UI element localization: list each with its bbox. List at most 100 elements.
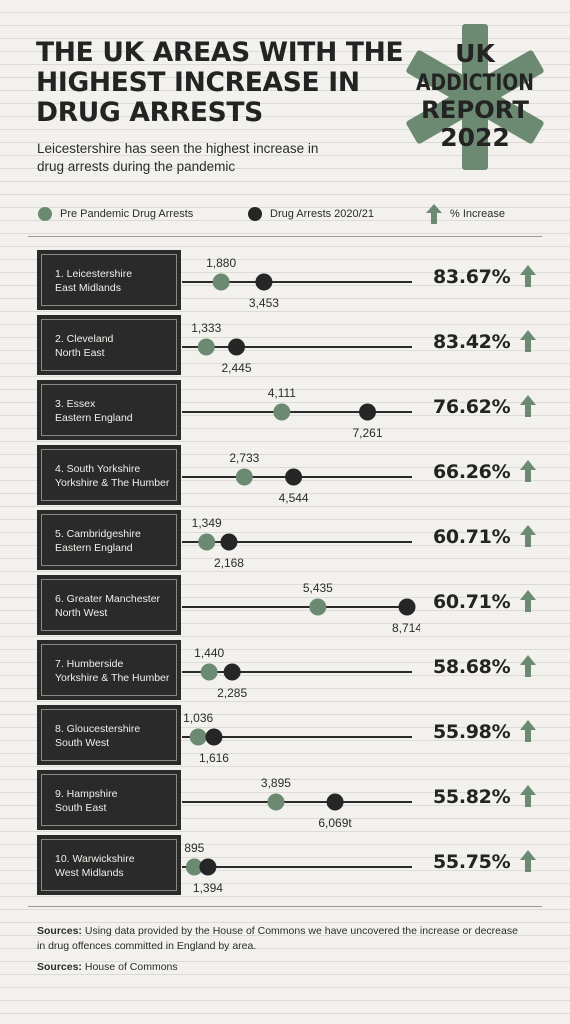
row-region-name: Yorkshire & The Humber: [55, 672, 170, 684]
row-area-name: 1. Leicestershire: [55, 268, 133, 280]
drug-arrests-2020-21-point: [326, 793, 344, 811]
chart-row: 3. Essex Eastern England 4,111 7,261 76.62%: [0, 380, 570, 440]
drug-arrests-2020-21-point: [205, 728, 223, 746]
chart-row: 1. Leicestershire East Midlands 1,880 3,453…: [0, 250, 570, 310]
pre-pandemic-point: [200, 663, 218, 681]
chart-row: 5. Cambridgeshire Eastern England 1,349 2,1…: [0, 510, 570, 570]
row-percent-increase: 55.98%: [433, 721, 511, 743]
row-label-box: 2. Cleveland North East: [37, 315, 181, 375]
pre-pandemic-point: [197, 338, 215, 356]
arrow-up-icon: [520, 720, 536, 742]
logo-line-2: ADDICTION: [416, 71, 534, 96]
pre-pandemic-point: [267, 793, 285, 811]
chart-row: 9. Hampshire South East 3,895 6,069t 55.82%: [0, 770, 570, 830]
drug-arrests-2020-21-point: [223, 663, 241, 681]
row-label-box: 4. South Yorkshire Yorkshire & The Humber: [37, 445, 181, 505]
row-dumbbell-chart: 1,880 3,453: [182, 256, 412, 310]
row-percent-increase: 58.68%: [433, 656, 511, 678]
legend-item-pre: Pre Pandemic Drug Arrests: [38, 207, 193, 221]
arrow-up-icon: [520, 785, 536, 807]
row-dumbbell-chart: 1,333 2,445: [182, 321, 412, 375]
drug-arrests-2020-21-point: [398, 598, 416, 616]
sources-note: Sources: Using data provided by the Hous…: [37, 924, 527, 954]
row-dumbbell-chart: 1,036 1,616: [182, 711, 412, 765]
row-percent-increase: 55.82%: [433, 786, 511, 808]
drug-arrests-2020-21-value-label: 8,714: [392, 621, 420, 635]
legend-pre-marker: [38, 207, 52, 221]
row-area-name: 2. Cleveland: [55, 333, 114, 345]
pre-pandemic-value-label: 5,435: [303, 581, 333, 595]
row-area-name: 6. Greater Manchester: [55, 593, 161, 605]
page-subtitle: Leicestershire has seen the highest incr…: [37, 141, 319, 174]
row-percent-increase: 55.75%: [433, 851, 511, 873]
pre-pandemic-value-label: 4,111: [268, 386, 297, 400]
medical-star-icon: [406, 24, 544, 170]
pre-pandemic-point: [309, 598, 327, 616]
row-percent-increase: 60.71%: [433, 526, 511, 548]
divider-top: [28, 236, 542, 237]
row-dumbbell-chart: 1,349 2,168: [182, 516, 412, 570]
row-percent-increase: 66.26%: [433, 461, 511, 483]
row-area-name: 5. Cambridgeshire: [55, 528, 141, 540]
arrow-up-icon: [520, 265, 536, 287]
row-label-box: 5. Cambridgeshire Eastern England: [37, 510, 181, 570]
pre-pandemic-point: [198, 533, 216, 551]
row-label: 3. Essex Eastern England: [55, 397, 133, 425]
drug-arrests-2020-21-value-label: 2,285: [217, 686, 247, 700]
row-region-name: Eastern England: [55, 542, 133, 554]
divider-bottom: [28, 906, 542, 907]
logo-line-4: 2022: [440, 123, 510, 152]
row-area-name: 7. Humberside: [55, 658, 124, 670]
row-label: 4. South Yorkshire Yorkshire & The Humber: [55, 462, 169, 490]
pre-pandemic-value-label: 1,880: [206, 256, 236, 270]
row-percent-increase: 83.67%: [433, 266, 511, 288]
drug-arrests-2020-21-point: [220, 533, 238, 551]
row-label-box: 10. Warwickshire West Midlands: [37, 835, 181, 895]
pre-pandemic-point: [273, 403, 291, 421]
legend-item-post: Drug Arrests 2020/21: [248, 207, 374, 221]
sources-credit: Sources: House of Commons: [37, 961, 178, 973]
logo-line-1: UK: [455, 39, 496, 68]
pre-pandemic-value-label: 1,333: [191, 321, 221, 335]
row-label: 8. Gloucestershire South West: [55, 722, 140, 750]
drug-arrests-2020-21-value-label: 6,069t: [318, 816, 352, 830]
drug-arrests-2020-21-value-label: 1,616: [199, 751, 229, 765]
drug-arrests-2020-21-value-label: 2,168: [214, 556, 244, 570]
drug-arrests-2020-21-value-label: 4,544: [279, 491, 309, 505]
row-percent-increase: 60.71%: [433, 591, 511, 613]
row-region-name: North East: [55, 347, 105, 359]
row-percent-increase: 76.62%: [433, 396, 511, 418]
addiction-report-logo: UK ADDICTION REPORT 2022: [406, 24, 544, 170]
row-label: 9. Hampshire South East: [55, 787, 117, 815]
chart-row: 4. South Yorkshire Yorkshire & The Humber…: [0, 445, 570, 505]
pre-pandemic-point: [235, 468, 253, 486]
sources-text: Using data provided by the House of Comm…: [37, 925, 518, 952]
chart-row: 2. Cleveland North East 1,333 2,445 83.42%: [0, 315, 570, 375]
row-area-name: 9. Hampshire: [55, 788, 118, 800]
row-label: 5. Cambridgeshire Eastern England: [55, 527, 141, 555]
chart-legend: Pre Pandemic Drug Arrests Drug Arrests 2…: [0, 204, 570, 226]
row-dumbbell-chart: 4,111 7,261: [182, 386, 412, 440]
sources-label: Sources:: [37, 925, 82, 937]
arrow-up-icon: [520, 330, 536, 352]
sources2-label: Sources:: [37, 961, 82, 973]
pre-pandemic-value-label: 1,440: [194, 646, 224, 660]
arrow-up-icon: [520, 525, 536, 547]
chart-row: 10. Warwickshire West Midlands 895 1,394 55.…: [0, 835, 570, 895]
arrow-up-icon: [520, 395, 536, 417]
row-region-name: Yorkshire & The Humber: [55, 477, 170, 489]
pre-pandemic-point: [189, 728, 207, 746]
arrow-up-icon: [520, 655, 536, 677]
sources2-text: House of Commons: [84, 961, 178, 973]
row-label-box: 3. Essex Eastern England: [37, 380, 181, 440]
row-label-box: 7. Humberside Yorkshire & The Humber: [37, 640, 181, 700]
row-dumbbell-chart: 5,435 8,714: [182, 581, 420, 635]
row-label: 6. Greater Manchester North West: [55, 592, 160, 620]
row-label: 7. Humberside Yorkshire & The Humber: [55, 657, 169, 685]
drug-arrests-2020-21-point: [285, 468, 303, 486]
row-label: 2. Cleveland North East: [55, 332, 113, 360]
page-title: THE UK AREAS WITH THE HIGHEST INCREASE I…: [36, 37, 404, 128]
row-dumbbell-chart: 2,733 4,544: [182, 451, 412, 505]
row-dumbbell-chart: 3,895 6,069t: [182, 776, 412, 830]
row-region-name: South West: [55, 737, 110, 749]
